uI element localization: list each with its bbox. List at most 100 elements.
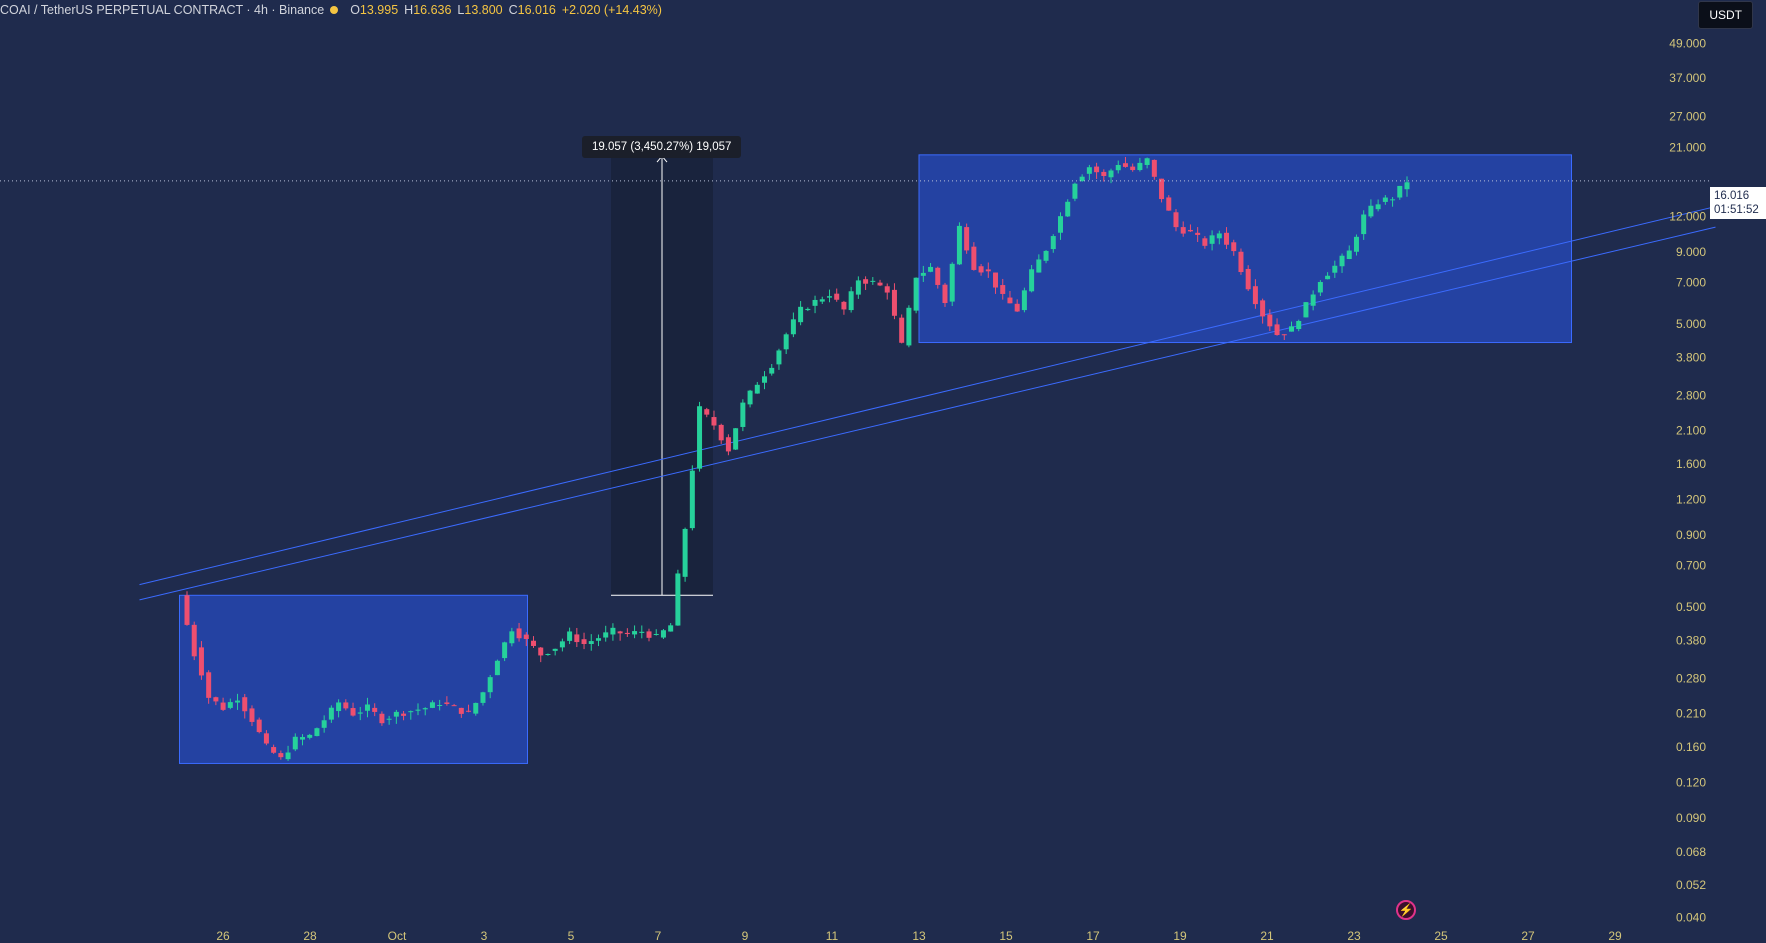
candle <box>278 750 284 760</box>
candle <box>805 307 811 312</box>
candle <box>1375 199 1381 212</box>
low-value: 13.800 <box>464 3 503 17</box>
candle <box>314 727 320 737</box>
candle <box>697 401 703 472</box>
candle <box>653 629 659 636</box>
candle <box>906 305 912 348</box>
price-tick-label: 49.000 <box>1669 36 1706 50</box>
candle <box>978 264 984 276</box>
candle <box>1159 178 1165 203</box>
candle <box>942 282 948 307</box>
candle <box>588 634 594 651</box>
high-value: 16.636 <box>413 3 452 17</box>
candle <box>300 734 306 746</box>
candle <box>271 744 277 754</box>
open-label: O <box>350 3 360 17</box>
candle <box>1224 227 1230 250</box>
candle <box>639 625 645 639</box>
candle <box>1050 234 1056 253</box>
measure-layer <box>611 155 713 596</box>
candle <box>379 711 385 726</box>
candle <box>307 733 313 740</box>
price-tick-label: 0.900 <box>1676 528 1706 542</box>
candle <box>1404 176 1410 197</box>
close-label: C <box>508 3 518 17</box>
candle <box>769 364 775 376</box>
candle <box>928 263 934 273</box>
candle <box>227 698 233 710</box>
time-tick-label: 11 <box>826 929 839 943</box>
candle <box>1014 299 1020 312</box>
measure-label[interactable]: 19.057 (3,450.27%) 19,057 <box>582 136 742 158</box>
candle <box>704 407 710 418</box>
candle <box>884 283 890 300</box>
time-tick-label: 15 <box>999 929 1013 943</box>
candle <box>1332 260 1338 278</box>
candle <box>531 636 537 648</box>
time-tick-label: Oct <box>388 929 407 943</box>
time-tick-label: 5 <box>568 929 575 943</box>
lightning-icon[interactable]: ⚡ <box>1396 900 1416 920</box>
price-tick-label: 21.000 <box>1669 141 1706 155</box>
trendline-2[interactable] <box>139 226 1716 601</box>
candle <box>993 272 999 294</box>
candle <box>458 707 464 718</box>
open-value: 13.995 <box>359 3 399 17</box>
candle <box>718 423 724 444</box>
candle <box>256 717 262 734</box>
symbol-legend: COAI / TetherUS PERPETUAL CONTRACT · 4h … <box>0 1 662 19</box>
price-axis[interactable]: 49.000 37.000 27.000 21.000 12.000 9.000 7.000… <box>1669 36 1706 924</box>
time-tick-label: 28 <box>303 929 317 943</box>
market-status-icon <box>330 6 339 14</box>
candle <box>790 312 796 338</box>
candle <box>1029 264 1035 293</box>
candle <box>1245 265 1251 292</box>
candle <box>1317 280 1323 297</box>
candle <box>747 389 753 408</box>
candle <box>1325 272 1331 280</box>
symbol-title[interactable]: COAI / TetherUS PERPETUAL CONTRACT · 4h … <box>0 3 325 17</box>
candle <box>538 646 544 663</box>
candle <box>509 627 515 647</box>
candle <box>617 630 623 641</box>
candle <box>646 628 652 642</box>
time-tick-label: 27 <box>1521 929 1535 943</box>
candle <box>899 314 905 344</box>
candle <box>812 295 818 314</box>
price-tick-label: 0.280 <box>1676 671 1706 685</box>
candle <box>1173 209 1179 232</box>
candle <box>935 266 941 289</box>
candle <box>682 527 688 582</box>
zone-box-2[interactable] <box>918 154 1572 344</box>
zone-box-1[interactable] <box>179 594 528 764</box>
candle <box>552 648 558 656</box>
price-tick-label: 0.380 <box>1676 634 1706 648</box>
price-tick-label: 3.800 <box>1676 351 1706 365</box>
time-tick-label: 25 <box>1434 929 1448 943</box>
trendline-1[interactable] <box>139 206 1716 586</box>
time-axis[interactable]: 26 28 Oct 3 5 7 9 11 13 15 17 19 21 23 25 27 29 <box>216 929 1622 943</box>
candle <box>567 627 573 645</box>
currency-button[interactable]: USDT <box>1698 1 1753 29</box>
candle <box>321 715 327 733</box>
candle <box>235 693 241 710</box>
candle <box>826 289 832 303</box>
candle <box>184 591 190 626</box>
candle <box>1209 230 1215 251</box>
trendlines-layer[interactable] <box>139 206 1716 601</box>
candle <box>336 699 342 718</box>
candle <box>422 707 428 716</box>
candle <box>198 641 204 680</box>
candle <box>1065 199 1071 218</box>
candle <box>1202 236 1208 249</box>
candle <box>841 300 847 315</box>
price-tick-label: 37.000 <box>1669 71 1706 85</box>
candle <box>891 283 897 320</box>
candle <box>343 699 349 711</box>
candle <box>249 705 255 727</box>
candle <box>675 569 681 626</box>
candle <box>1195 227 1201 242</box>
price-tick-label: 0.500 <box>1676 600 1706 614</box>
candle <box>1130 163 1136 172</box>
